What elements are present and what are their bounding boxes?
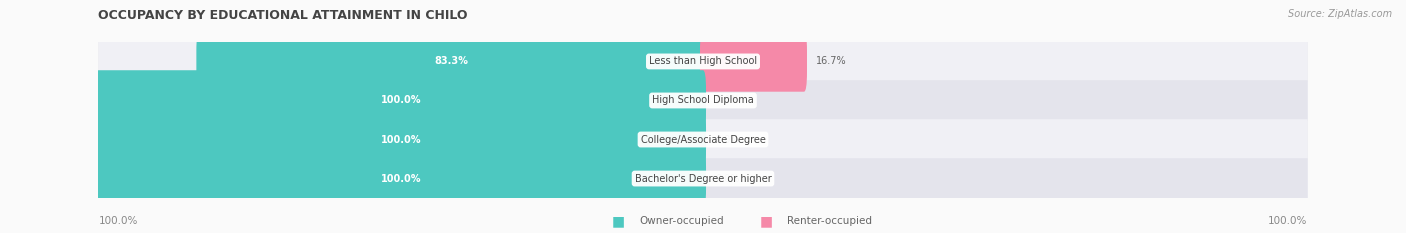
FancyBboxPatch shape [96, 148, 706, 209]
Text: 16.7%: 16.7% [815, 56, 846, 66]
FancyBboxPatch shape [98, 119, 1308, 160]
Text: 83.3%: 83.3% [434, 56, 468, 66]
FancyBboxPatch shape [700, 31, 807, 92]
Text: 100.0%: 100.0% [98, 216, 138, 226]
FancyBboxPatch shape [98, 159, 1308, 198]
Text: College/Associate Degree: College/Associate Degree [641, 134, 765, 144]
FancyBboxPatch shape [96, 109, 706, 170]
Text: Renter-occupied: Renter-occupied [787, 216, 872, 226]
Text: High School Diploma: High School Diploma [652, 96, 754, 106]
FancyBboxPatch shape [98, 158, 1308, 199]
FancyBboxPatch shape [98, 80, 1308, 121]
Text: ■: ■ [612, 214, 626, 228]
Text: 100.0%: 100.0% [381, 96, 420, 106]
Text: ■: ■ [759, 214, 773, 228]
FancyBboxPatch shape [98, 81, 1308, 120]
FancyBboxPatch shape [96, 70, 706, 131]
Text: Bachelor's Degree or higher: Bachelor's Degree or higher [634, 174, 772, 184]
Text: 100.0%: 100.0% [381, 174, 420, 184]
Text: OCCUPANCY BY EDUCATIONAL ATTAINMENT IN CHILO: OCCUPANCY BY EDUCATIONAL ATTAINMENT IN C… [98, 9, 468, 22]
Text: Owner-occupied: Owner-occupied [640, 216, 724, 226]
Text: 0.0%: 0.0% [716, 96, 740, 106]
FancyBboxPatch shape [197, 31, 706, 92]
FancyBboxPatch shape [98, 42, 1308, 81]
Text: Source: ZipAtlas.com: Source: ZipAtlas.com [1288, 9, 1392, 19]
Text: 100.0%: 100.0% [1268, 216, 1308, 226]
Text: Less than High School: Less than High School [650, 56, 756, 66]
FancyBboxPatch shape [98, 41, 1308, 82]
Text: 0.0%: 0.0% [716, 174, 740, 184]
Text: 0.0%: 0.0% [716, 134, 740, 144]
FancyBboxPatch shape [98, 120, 1308, 159]
Text: 100.0%: 100.0% [381, 134, 420, 144]
